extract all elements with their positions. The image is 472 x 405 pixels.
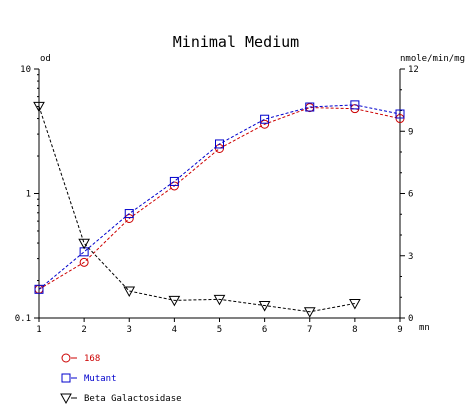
series-line [38,104,401,290]
data-point [349,298,361,310]
series-0 [34,103,405,294]
right-axis-label: nmole/min/mg [400,54,465,64]
data-point [79,257,89,267]
right-tick-label: 9 [408,127,413,137]
chart-title: Minimal Medium [173,33,299,51]
legend-marker [60,393,72,405]
data-point [169,176,179,186]
data-point [350,100,360,110]
data-point [260,114,270,124]
x-tick-label: 1 [36,325,41,335]
legend-marker [61,353,71,363]
data-point [305,102,315,112]
legend-label: Beta Galactosidase [84,394,182,404]
data-point [213,294,226,306]
legend-entry: Beta Galactosidase [60,393,182,405]
left-tick-label: 10 [20,65,31,75]
left-tick-label: 0.1 [15,314,31,324]
right-tick-label: 3 [408,252,413,262]
right-tick-label: 0 [408,314,413,324]
series-line [38,106,355,313]
left-tick-label: 1 [26,190,31,200]
legend-marker [61,373,71,383]
data-point [168,295,181,307]
legend-entry: Mutant [61,373,117,384]
data-point [34,284,44,294]
x-tick-label: 5 [217,325,222,335]
x-tick-label: 3 [127,325,132,335]
data-point [124,209,134,219]
series-layer [33,100,405,318]
data-point [124,213,134,223]
series-line [38,107,401,290]
data-point [395,114,405,124]
legend-entry: 168 [61,353,100,364]
data-point [303,307,316,318]
right-tick-label: 6 [408,190,413,200]
legend-label: 168 [84,354,100,364]
data-point [215,143,224,153]
x-tick-label: 2 [81,325,86,335]
right-tick-label: 12 [408,65,419,75]
x-tick-label: 7 [307,325,312,335]
x-tick-label: 6 [262,325,267,335]
data-point [33,101,45,113]
x-tick-label: 8 [352,325,357,335]
data-point [123,286,136,298]
data-point [215,139,224,149]
x-axis-label: mn [419,323,430,333]
series-2 [33,101,361,318]
x-tick-label: 9 [397,325,402,335]
data-point [260,119,270,129]
legend: 168 Mutant Beta Galactosidase [60,353,182,405]
data-point [258,301,271,312]
data-point [395,109,405,119]
data-point [78,238,90,250]
x-tick-label: 4 [172,325,177,335]
series-1 [34,100,405,294]
left-axis-label: od [40,54,51,64]
legend-label: Mutant [84,374,117,384]
